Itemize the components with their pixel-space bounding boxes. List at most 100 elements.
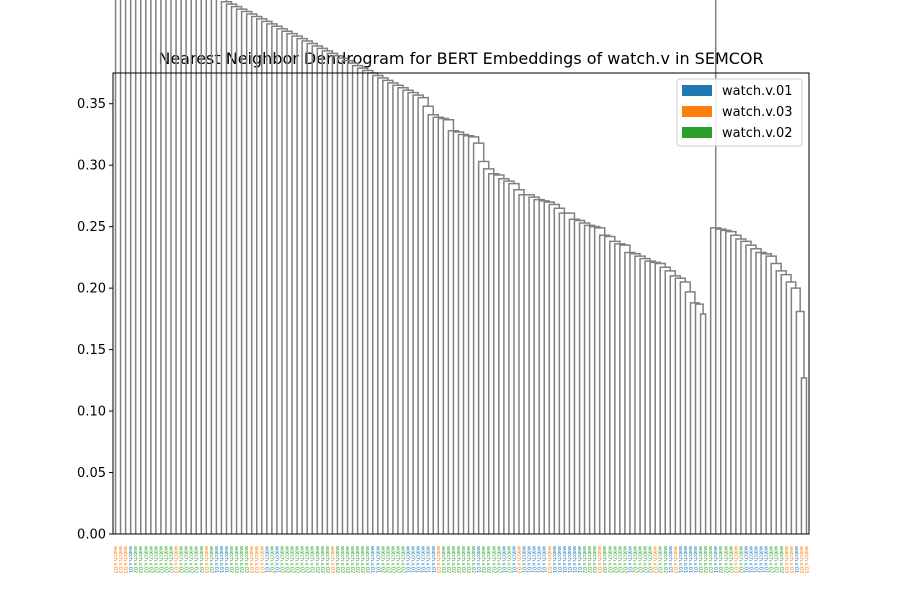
- legend-label-2: watch.v.02: [722, 126, 793, 141]
- leaf-label: watch.v.02: [778, 546, 784, 573]
- dendrogram-link: [311, 45, 324, 534]
- dendrogram-link: [165, 0, 167, 534]
- dendrogram-link: [195, 0, 197, 534]
- leaf-label: watch.v.01: [692, 546, 698, 573]
- dendrogram-link: [387, 82, 399, 534]
- leaf-label: watch.v.02: [193, 546, 199, 573]
- leaf-label: watch.v.01: [500, 546, 506, 573]
- leaf-label: watch.v.02: [465, 546, 471, 573]
- dendrogram-link: [114, 0, 117, 534]
- dendrogram-link: [220, 0, 233, 534]
- leaf-label: watch.v.02: [309, 546, 315, 573]
- leaf-label: watch.v.01: [127, 546, 133, 573]
- leaf-label: watch.v.02: [490, 546, 496, 573]
- leaf-label: watch.v.02: [394, 546, 400, 573]
- leaf-label: watch.v.02: [697, 546, 703, 573]
- leaf-label: watch.v.01: [213, 546, 219, 573]
- y-tick-label: 0.30: [77, 159, 106, 174]
- leaf-label: watch.v.01: [218, 546, 224, 573]
- leaf-label: watch.v.01: [526, 546, 532, 573]
- legend-label-1: watch.v.03: [722, 105, 793, 120]
- dendrogram-link: [785, 281, 797, 534]
- dendrogram-link: [775, 270, 787, 534]
- leaf-label: watch.v.02: [606, 546, 612, 573]
- leaf-label: watch.v.01: [687, 546, 693, 573]
- dendrogram-link: [619, 244, 631, 534]
- leaf-label: watch.v.02: [768, 546, 774, 573]
- leaf-label: watch.v.03: [788, 546, 794, 573]
- leaf-label: watch.v.03: [798, 546, 804, 573]
- leaf-label: watch.v.02: [707, 546, 713, 573]
- dendrogram-link: [139, 0, 142, 534]
- leaf-label: watch.v.02: [162, 546, 168, 573]
- dendrogram-link: [609, 240, 621, 534]
- leaf-label: watch.v.03: [546, 546, 552, 573]
- leaf-label: watch.v.01: [551, 546, 557, 573]
- leaf-label: watch.v.01: [667, 546, 673, 573]
- y-tick-label: 0.35: [77, 97, 106, 112]
- leaf-label: watch.v.03: [248, 546, 254, 573]
- leaf-label: watch.v.01: [626, 546, 632, 573]
- leaf-label: watch.v.01: [223, 546, 229, 573]
- leaf-label: watch.v.02: [364, 546, 370, 573]
- dendrogram-link: [417, 96, 429, 534]
- dendrogram-link: [745, 244, 757, 534]
- leaf-label: watch.v.02: [384, 546, 390, 573]
- leaf-label: watch.v.01: [430, 546, 436, 573]
- legend-label-0: watch.v.01: [722, 84, 793, 99]
- dendrogram-link: [719, 229, 732, 534]
- leaf-label: watch.v.01: [475, 546, 481, 573]
- leaf-label: watch.v.02: [304, 546, 310, 573]
- dendrogram-link: [447, 130, 460, 534]
- leaf-label: watch.v.02: [349, 546, 355, 573]
- leaf-label: watch.v.02: [198, 546, 204, 573]
- leaf-label: watch.v.03: [122, 546, 128, 573]
- dendrogram-link: [694, 303, 704, 534]
- y-tick-label: 0.20: [77, 282, 106, 297]
- leaf-label: watch.v.03: [435, 546, 441, 573]
- dendrogram-link: [124, 0, 127, 534]
- leaf-label: watch.v.01: [556, 546, 562, 573]
- leaf-label: watch.v.02: [601, 546, 607, 573]
- leaf-label: watch.v.02: [657, 546, 663, 573]
- dendrogram-link: [493, 174, 505, 534]
- leaf-label: watch.v.02: [168, 546, 174, 573]
- dendrogram-link: [175, 0, 177, 534]
- leaf-label: watch.v.02: [243, 546, 249, 573]
- leaf-label: watch.v.02: [637, 546, 643, 573]
- dendrogram-link: [190, 0, 192, 534]
- leaf-label: watch.v.01: [531, 546, 537, 573]
- leaf-label: watch.v.02: [611, 546, 617, 573]
- leaf-label: watch.v.01: [561, 546, 567, 573]
- dendrogram-link: [341, 59, 354, 534]
- leaf-label: watch.v.02: [400, 546, 406, 573]
- leaf-label: watch.v.01: [415, 546, 421, 573]
- leaf-label: watch.v.01: [571, 546, 577, 573]
- dendrogram-link: [780, 273, 792, 534]
- leaf-label: watch.v.02: [702, 546, 708, 573]
- dendrogram-link: [518, 193, 530, 534]
- dendrogram-link: [235, 8, 248, 534]
- dendrogram-link: [664, 270, 677, 534]
- leaf-label: watch.v.02: [324, 546, 330, 573]
- leaf-label: watch.v.02: [505, 546, 511, 573]
- dendrogram-link: [765, 255, 777, 534]
- leaf-label: watch.v.02: [294, 546, 300, 573]
- leaf-label: watch.v.02: [334, 546, 340, 573]
- dendrogram-link: [634, 255, 646, 534]
- leaf-label: watch.v.02: [642, 546, 648, 573]
- leaf-label: watch.v.01: [420, 546, 426, 573]
- leaf-label: watch.v.03: [596, 546, 602, 573]
- dendrogram-link: [150, 0, 152, 534]
- dendrogram-link: [457, 133, 470, 534]
- dendrogram-link: [210, 0, 213, 534]
- leaf-label: watch.v.01: [763, 546, 769, 573]
- leaf-label: watch.v.01: [273, 546, 279, 573]
- leaf-label: watch.v.02: [379, 546, 385, 573]
- leaf-label: watch.v.01: [425, 546, 431, 573]
- dendrogram-link: [356, 67, 369, 534]
- leaf-label: watch.v.01: [677, 546, 683, 573]
- dendrogram-link: [654, 262, 667, 534]
- dendrogram-link: [750, 248, 762, 534]
